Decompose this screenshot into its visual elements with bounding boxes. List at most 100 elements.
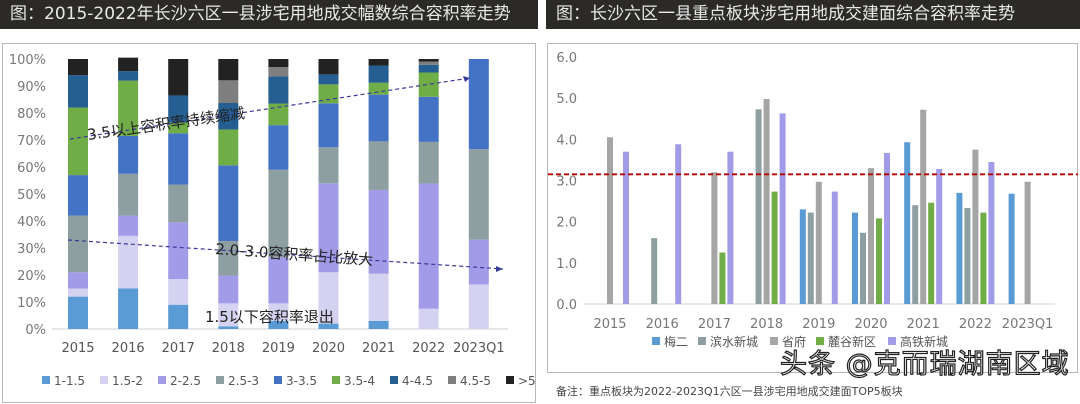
- bar-segment-1.5-2: [218, 303, 239, 327]
- bar-segment-3-3.5: [418, 96, 439, 142]
- y-tick-label: 1.0: [556, 257, 577, 272]
- bar-梅二: [799, 209, 806, 304]
- y-tick-label: 2.0: [556, 216, 577, 231]
- x-tick-label: 2018: [750, 317, 783, 332]
- left-chart-frame: [2, 43, 536, 403]
- bar-segment-2.5-3: [268, 169, 289, 258]
- bar-梅二: [852, 212, 858, 304]
- x-tick-label: 2023Q1: [1002, 317, 1054, 332]
- left-chart-title: 图：2015-2022年长沙六区一县涉宅用地成交幅数综合容积率走势: [0, 0, 538, 29]
- bar-segment-3-3.5: [118, 135, 139, 174]
- y-tick-label: 6.0: [556, 51, 577, 66]
- bar-segment->5: [168, 59, 189, 96]
- bar-segment-2.5-3: [68, 215, 88, 273]
- x-tick-label: 2022: [412, 341, 445, 356]
- legend-label: 1-1.5: [54, 374, 85, 388]
- bar-segment-2.5-3: [118, 173, 139, 216]
- bar-segment-4.5-5: [268, 67, 289, 77]
- bar-segment-2-2.5: [168, 222, 189, 280]
- bar-segment-2-2.5: [468, 239, 489, 285]
- x-tick-label: 2022: [959, 317, 992, 332]
- bar-segment-4-4.5: [118, 71, 139, 81]
- bar-segment-2-2.5: [118, 215, 139, 236]
- x-tick-label: 2023Q1: [453, 341, 505, 356]
- bar-滨水新城: [912, 205, 919, 304]
- legend-swatch: [816, 337, 824, 345]
- bar-省府: [607, 137, 613, 304]
- bar-segment-1.5-2: [268, 303, 289, 321]
- bar-省府: [868, 168, 874, 304]
- bar-segment-1.5-2: [318, 272, 339, 324]
- trend-arrow-down: [67, 239, 504, 270]
- bar-高铁新城: [623, 151, 629, 304]
- bar-高铁新城: [988, 161, 995, 304]
- bar-梅二: [1008, 193, 1015, 304]
- bar-高铁新城: [884, 152, 890, 304]
- bar-segment->5: [268, 59, 289, 68]
- bar-segment-2-2.5: [418, 183, 439, 309]
- y-tick-label: 60%: [17, 161, 46, 176]
- bar-segment-1.5-2: [118, 235, 139, 289]
- footnote: 备注：重点板块为2022-2023Q1六区一县涉宅用地成交建面TOP5板块: [556, 385, 903, 398]
- x-tick-label: 2015: [593, 317, 626, 332]
- x-tick-label: 2021: [907, 317, 940, 332]
- annotation-label: 1.5以下容积率退出: [205, 308, 334, 326]
- x-tick-label: 2016: [112, 341, 145, 356]
- y-tick-label: 10%: [17, 296, 46, 311]
- legend-swatch: [390, 376, 398, 384]
- y-tick-label: 70%: [17, 134, 46, 149]
- bar-省府: [711, 172, 718, 304]
- bar-滨水新城: [860, 232, 866, 304]
- legend-swatch: [652, 337, 660, 345]
- x-tick-label: 2017: [698, 317, 731, 332]
- bar-麓谷新区: [771, 191, 778, 304]
- bar-segment-2.5-3: [468, 149, 489, 240]
- y-tick-label: 80%: [17, 107, 46, 122]
- legend-swatch: [332, 376, 340, 384]
- legend-swatch: [158, 376, 166, 384]
- bar-segment-3-3.5: [168, 133, 189, 185]
- arrow-head: [496, 266, 503, 272]
- bar-segment-1.5-2: [168, 279, 189, 305]
- x-tick-label: 2015: [61, 341, 94, 356]
- x-tick-label: 2020: [854, 317, 887, 332]
- x-tick-label: 2021: [362, 341, 395, 356]
- bar-segment-1.5-2: [468, 284, 489, 329]
- bar-segment-1.5-2: [68, 288, 88, 297]
- y-tick-label: 3.0: [556, 175, 577, 190]
- bar-segment-4.5-5: [218, 80, 239, 104]
- bar-segment-2.5-3: [218, 240, 239, 276]
- bar-segment-3-3.5: [468, 59, 489, 150]
- bar-segment-1-1.5: [68, 296, 88, 329]
- bar-segment-3.5-4: [168, 122, 189, 134]
- bar-省府: [815, 181, 822, 304]
- bar-梅二: [956, 192, 963, 304]
- trend-arrow-up: [69, 77, 471, 140]
- bar-高铁新城: [936, 168, 943, 304]
- bar-segment-4-4.5: [368, 65, 389, 83]
- y-tick-label: 5.0: [556, 92, 577, 107]
- bar-segment-3.5-4: [68, 107, 88, 176]
- right-chart-frame: [547, 43, 1078, 373]
- bar-麓谷新区: [719, 252, 726, 304]
- legend-swatch: [888, 337, 896, 345]
- bar-segment-2-2.5: [68, 272, 88, 289]
- bar-segment-2-2.5: [268, 257, 289, 304]
- legend-label: 麓谷新区: [828, 334, 876, 349]
- bar-segment-1-1.5: [218, 326, 239, 329]
- bar-segment-4-4.5: [68, 75, 88, 108]
- bar-省府: [920, 109, 927, 305]
- legend-swatch: [770, 337, 778, 345]
- x-tick-label: 2020: [312, 341, 345, 356]
- bar-segment-1-1.5: [168, 304, 189, 329]
- legend-label: 省府: [782, 334, 806, 349]
- bar-segment->5: [418, 59, 439, 62]
- bar-segment-1-1.5: [118, 288, 139, 329]
- bar-segment->5: [118, 57, 139, 72]
- bar-segment-4-4.5: [268, 76, 289, 104]
- bar-segment-2-2.5: [318, 183, 339, 273]
- annotation-label: 2.0-3.0容积率占比放大: [215, 240, 374, 269]
- bar-省府: [1024, 181, 1031, 304]
- legend-swatch: [274, 376, 282, 384]
- legend-label: 高铁新城: [900, 334, 948, 349]
